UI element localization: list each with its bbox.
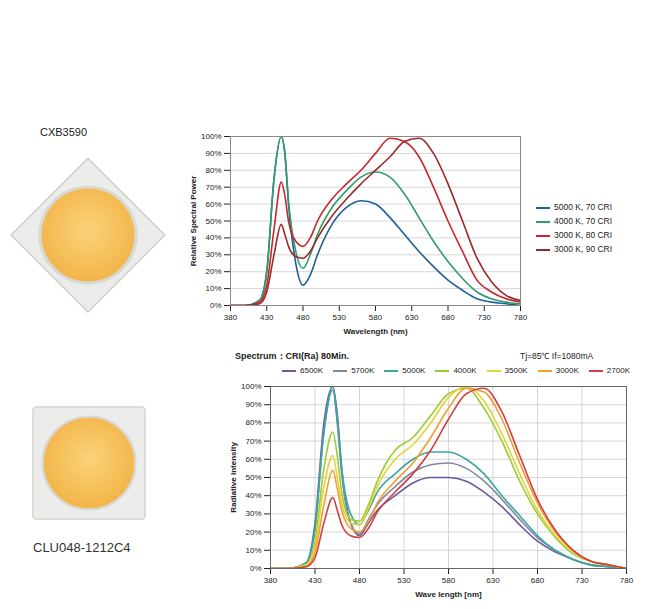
svg-text:730: 730 [478,313,492,322]
svg-text:380: 380 [264,576,278,585]
svg-text:20%: 20% [245,528,261,537]
svg-text:680: 680 [531,576,545,585]
svg-text:10%: 10% [205,284,221,293]
svg-text:0%: 0% [210,301,222,310]
svg-text:40%: 40% [205,233,221,242]
svg-text:530: 530 [397,576,411,585]
html-text:5700K: 5700K [351,366,375,375]
svg-text:10%: 10% [245,546,261,555]
html-text:Spectrum：CRI(Ra) 80Min.: Spectrum：CRI(Ra) 80Min. [235,351,349,361]
svg-text:100%: 100% [241,382,261,391]
svg-text:100%: 100% [201,132,221,141]
svg-text:430: 430 [260,313,274,322]
svg-text:90%: 90% [245,400,261,409]
svg-text:780: 780 [620,576,634,585]
svg-text:Radiative Intensity: Radiative Intensity [229,442,238,513]
svg-text:80%: 80% [245,418,261,427]
svg-text:70%: 70% [205,183,221,192]
svg-text:430: 430 [308,576,322,585]
svg-text:530: 530 [333,313,347,322]
svg-text:20%: 20% [205,267,221,276]
svg-text:30%: 30% [245,509,261,518]
html-text:5000K: 5000K [402,366,426,375]
svg-text:40%: 40% [245,491,261,500]
svg-text:80%: 80% [205,166,221,175]
html-text:3000K: 3000K [555,366,579,375]
html-text:Tj=85℃ If=1080mA: Tj=85℃ If=1080mA [520,351,594,361]
svg-text:480: 480 [353,576,367,585]
html-text:2700K: 2700K [606,366,630,375]
html-text:CXB3590: CXB3590 [40,126,88,138]
html-text:3000 K, 80 CRI: 3000 K, 80 CRI [554,230,613,240]
svg-text:Wavelength (nm): Wavelength (nm) [343,327,407,336]
svg-text:630: 630 [486,576,500,585]
svg-text:780: 780 [514,313,528,322]
svg-text:30%: 30% [205,250,221,259]
svg-text:380: 380 [224,313,238,322]
svg-text:680: 680 [441,313,455,322]
svg-text:50%: 50% [245,473,261,482]
html-text:5000 K, 70 CRI: 5000 K, 70 CRI [554,202,613,212]
svg-text:0%: 0% [250,564,262,573]
svg-text:Relative Spectral Power: Relative Spectral Power [189,176,198,267]
svg-text:Wave length [nm]: Wave length [nm] [415,590,482,599]
svg-text:630: 630 [405,313,419,322]
svg-text:480: 480 [296,313,310,322]
html-text:4000 K, 70 CRI: 4000 K, 70 CRI [554,216,613,226]
svg-text:70%: 70% [245,437,261,446]
svg-text:50%: 50% [205,217,221,226]
svg-text:90%: 90% [205,149,221,158]
html-text:3000 K, 90 CRI: 3000 K, 90 CRI [554,244,613,254]
html-text:4000K: 4000K [453,366,477,375]
svg-text:60%: 60% [245,455,261,464]
svg-text:580: 580 [442,576,456,585]
html-text:6500K: 6500K [300,366,324,375]
svg-text:730: 730 [575,576,589,585]
svg-text:60%: 60% [205,200,221,209]
html-text:3500K: 3500K [504,366,528,375]
html-text:CLU048-1212C4: CLU048-1212C4 [33,540,131,555]
svg-text:580: 580 [369,313,383,322]
